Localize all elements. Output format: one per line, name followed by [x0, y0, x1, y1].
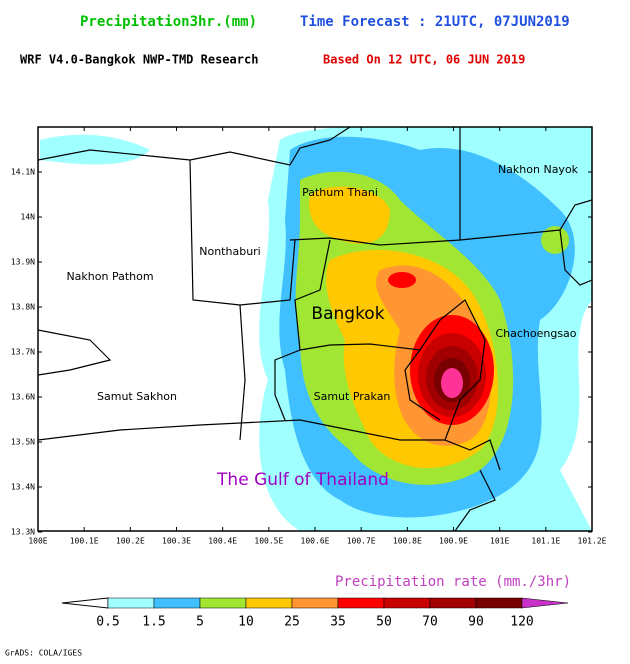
colorbar-label: 25	[284, 615, 300, 630]
lat-label: 13.5N	[11, 438, 35, 447]
place-label: Nakhon Nayok	[498, 163, 579, 176]
lat-label: 13.9N	[11, 258, 35, 267]
colorbar-box	[199, 597, 247, 609]
colorbar-label: 90	[468, 615, 484, 630]
place-label: Samut Sakhon	[97, 390, 177, 403]
lon-label: 100.6E	[301, 537, 330, 546]
colorbar-label: 10	[238, 615, 254, 630]
lon-label: 101.1E	[531, 537, 560, 546]
place-label: Nakhon Pathom	[66, 270, 153, 283]
colorbar-label: 0.5	[96, 615, 119, 630]
lat-label: 13.4N	[11, 483, 35, 492]
model-title: WRF V4.0-Bangkok NWP-TMD Research	[20, 53, 258, 67]
colorbar-label: 1.5	[142, 615, 165, 630]
lon-label: 101E	[490, 537, 509, 546]
legend-title: Precipitation rate (mm./3hr)	[335, 574, 571, 590]
lon-label: 101.2E	[578, 537, 607, 546]
colorbar-box	[475, 597, 523, 609]
colorbar-label: 35	[330, 615, 346, 630]
forecast-time: Time Forecast : 21UTC, 07JUN2019	[300, 14, 570, 30]
colorbar-box	[245, 597, 293, 609]
colorbar-box	[153, 597, 201, 609]
variable-title: Precipitation3hr.(mm)	[80, 14, 257, 30]
lon-label: 100.8E	[393, 537, 422, 546]
lon-label: 100.7E	[347, 537, 376, 546]
colorbar-box	[337, 597, 385, 609]
lon-label: 100.5E	[254, 537, 283, 546]
colorbar-arrow-high	[521, 597, 569, 609]
lat-label: 13.3N	[11, 528, 35, 537]
colorbar-label: 50	[376, 615, 392, 630]
place-label: Bangkok	[311, 304, 384, 324]
lon-label: 100.3E	[162, 537, 191, 546]
boundaries	[38, 127, 592, 531]
colorbar-box	[107, 597, 155, 609]
colorbar-label: 120	[510, 615, 533, 630]
lat-label: 13.8N	[11, 303, 35, 312]
lat-label: 14N	[21, 213, 36, 222]
place-label: The Gulf of Thailand	[216, 470, 389, 490]
lon-label: 100.2E	[116, 537, 145, 546]
place-label: Chachoengsao	[495, 327, 576, 340]
footer: GrADS: COLA/IGES	[5, 649, 82, 658]
colorbar-box	[291, 597, 339, 609]
colorbar-box	[429, 597, 477, 609]
colorbar-label: 70	[422, 615, 438, 630]
lon-label: 100.1E	[70, 537, 99, 546]
colorbar-arrow-low	[61, 597, 109, 609]
lat-label: 13.7N	[11, 348, 35, 357]
lon-label: 100.4E	[208, 537, 237, 546]
lat-label: 14.1N	[11, 168, 35, 177]
based-on: Based On 12 UTC, 06 JUN 2019	[323, 53, 525, 67]
place-label: Samut Prakan	[314, 390, 391, 403]
colorbar-box	[383, 597, 431, 609]
lon-label: 100E	[28, 537, 47, 546]
place-label: Nonthaburi	[199, 245, 261, 258]
lat-label: 13.6N	[11, 393, 35, 402]
colorbar: Precipitation rate (mm./3hr) 0.5 1.5 5 10 25…	[61, 574, 571, 630]
colorbar-label: 5	[196, 615, 204, 630]
lon-label: 100.9E	[439, 537, 468, 546]
place-label: Pathum Thani	[302, 186, 378, 199]
